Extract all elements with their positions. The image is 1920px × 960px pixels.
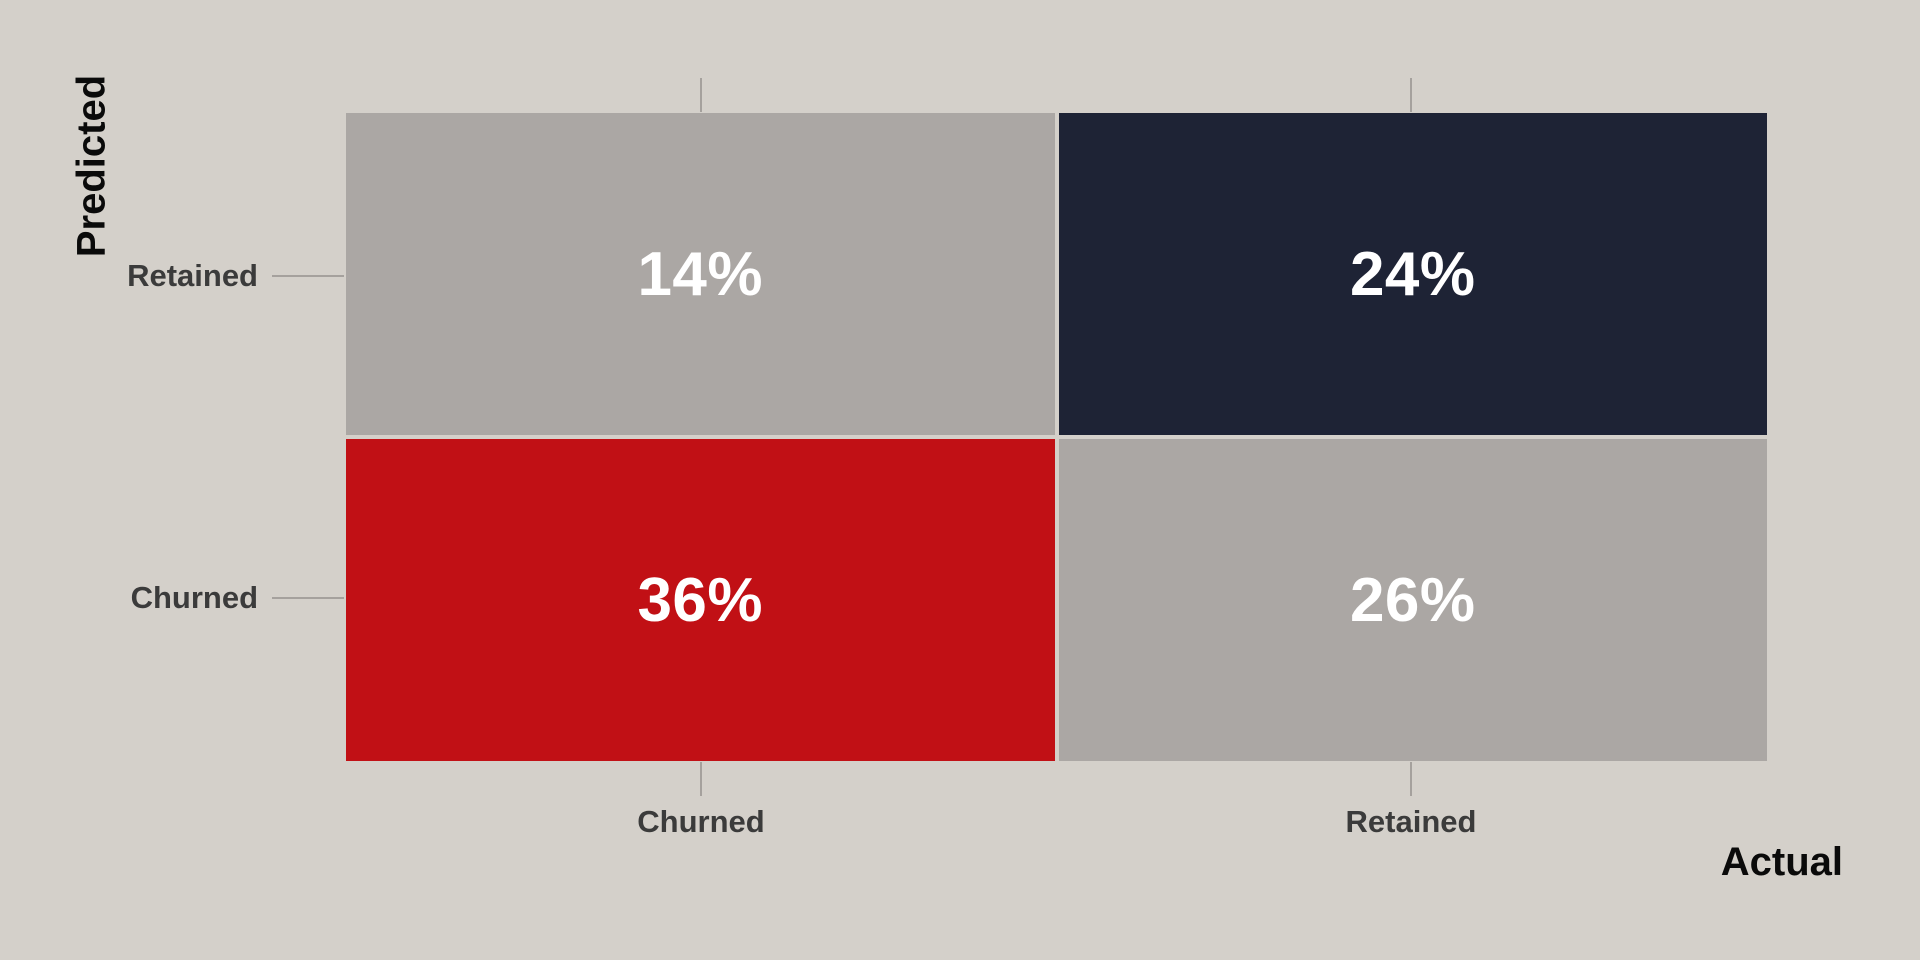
cell-value: 36% [637, 565, 764, 635]
cell-value: 26% [1349, 565, 1476, 635]
y-axis-title: Predicted [69, 74, 114, 258]
cell-predicted-retained-actual-churned: 14% [346, 113, 1055, 435]
cell-predicted-churned-actual-churned: 36% [346, 439, 1055, 761]
matrix-grid: 14% 24% 36% 26% [346, 113, 1767, 761]
cell-predicted-churned-actual-retained: 26% [1058, 439, 1767, 761]
left-tick-churned [272, 597, 344, 599]
cell-predicted-retained-actual-retained: 24% [1058, 113, 1767, 435]
bottom-tick-retained [1410, 762, 1412, 796]
top-tick-retained [1410, 78, 1412, 112]
x-tick-label-retained: Retained [1345, 804, 1477, 839]
y-tick-label-retained: Retained [127, 258, 258, 293]
top-tick-churned [700, 78, 702, 112]
bottom-tick-churned [700, 762, 702, 796]
cell-value: 24% [1349, 239, 1476, 309]
cell-value: 14% [637, 239, 764, 309]
x-tick-label-churned: Churned [637, 804, 765, 839]
y-tick-label-churned: Churned [130, 580, 258, 615]
x-axis-title: Actual [1720, 840, 1843, 884]
left-tick-retained [272, 275, 344, 277]
